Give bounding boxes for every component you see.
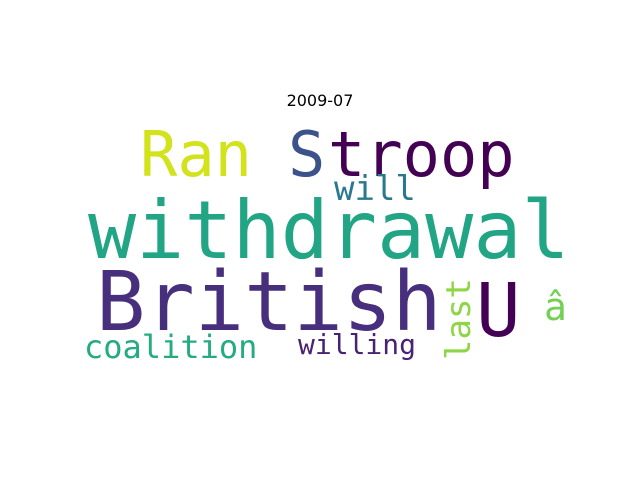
- word-u: U: [476, 268, 521, 354]
- word-will: will: [334, 169, 416, 209]
- word-willing: willing: [298, 328, 416, 361]
- word-british: British: [96, 255, 442, 350]
- word-withdrawal: withdrawal: [88, 184, 570, 277]
- word-last: last: [439, 278, 479, 360]
- word-coalition: coalition: [84, 328, 257, 366]
- page-title: 2009-07: [286, 91, 354, 110]
- word-s: S: [288, 118, 325, 191]
- word-a-circumflex: â: [544, 285, 567, 329]
- word-ran: Ran: [140, 118, 252, 191]
- word-troop: troop: [328, 118, 515, 191]
